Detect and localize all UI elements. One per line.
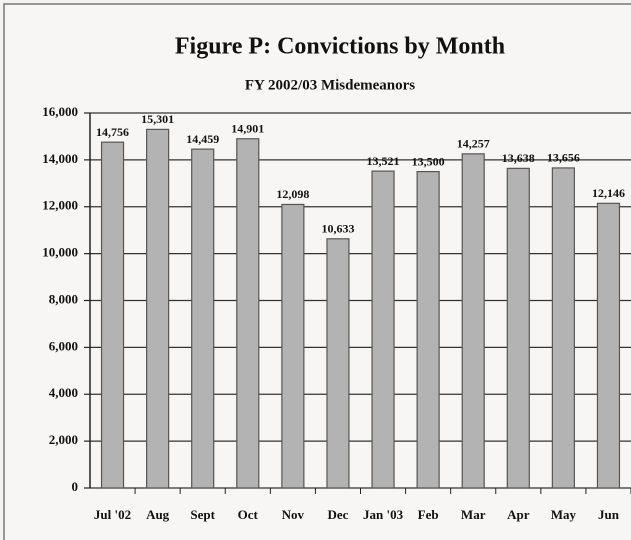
value-label: 13,521 [367,154,400,168]
y-tick-label: 12,000 [42,198,78,213]
bar [100,141,125,489]
x-tick-label: Oct [238,507,259,522]
bar [551,167,575,489]
y-tick-label: 16,000 [42,104,78,119]
y-tick-label: 8,000 [49,291,78,306]
y-tick-label: 14,000 [42,151,78,166]
bar [596,202,621,489]
x-tick-label: Sept [190,507,215,522]
x-tick-label: Jan '03 [363,507,404,522]
bar [371,170,395,489]
x-tick-label: Apr [507,507,530,522]
value-label: 12,146 [592,186,625,200]
value-label: 12,098 [276,187,309,201]
y-tick-label: 2,000 [49,432,78,447]
x-tick-label: Jun [598,507,620,522]
value-label: 14,459 [186,132,219,146]
x-tick-label: Jul '02 [94,507,131,522]
y-tick-label: 4,000 [49,385,78,400]
x-tick-label: Feb [418,507,439,522]
bar [416,170,440,489]
bar [236,138,260,489]
y-tick-label: 0 [72,479,79,494]
value-label: 14,901 [231,122,264,136]
value-label: 14,756 [96,125,129,139]
bar [461,153,485,489]
bar [326,238,350,489]
x-tick-label: Mar [461,507,486,522]
chart-subtitle: FY 2002/03 Misdemeanors [245,77,415,93]
y-tick-label: 10,000 [42,245,78,260]
value-label: 10,633 [321,222,354,236]
bar [146,128,170,489]
value-label: 14,257 [457,137,490,151]
y-tick-label: 6,000 [49,338,78,353]
value-label: 15,301 [141,112,174,126]
x-tick-label: Dec [327,507,348,522]
bar [191,148,215,489]
x-tick-label: Nov [282,507,305,522]
x-tick-label: Aug [146,507,170,522]
bar [281,203,305,489]
value-label: 13,500 [412,154,445,168]
chart-title: Figure P: Convictions by Month [175,34,505,60]
bar [506,167,530,489]
value-label: 13,638 [502,151,535,165]
x-tick-label: May [551,507,577,522]
value-label: 13,656 [547,151,580,165]
